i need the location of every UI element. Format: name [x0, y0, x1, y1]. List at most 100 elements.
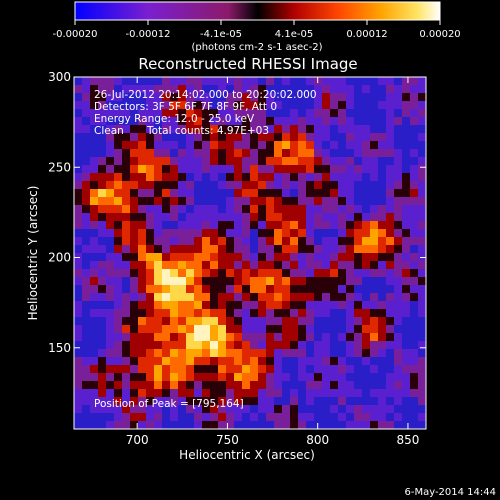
heatmap-cell	[290, 229, 299, 238]
heatmap-cell	[282, 253, 291, 262]
heatmap-cell	[410, 301, 419, 310]
heatmap-cell	[170, 237, 179, 246]
heatmap-cell	[386, 413, 395, 422]
heatmap-cell	[186, 229, 195, 238]
heatmap-cell	[106, 341, 115, 350]
heatmap-cell	[338, 381, 347, 390]
heatmap-cell	[314, 301, 323, 310]
heatmap-cell	[402, 325, 411, 334]
heatmap-cell	[250, 301, 259, 310]
heatmap-cell	[370, 181, 379, 190]
heatmap-cell	[162, 157, 171, 166]
heatmap-cell	[322, 397, 331, 406]
heatmap-cell	[386, 125, 395, 134]
heatmap-cell	[306, 309, 315, 318]
heatmap-cell	[162, 389, 171, 398]
heatmap-cell	[202, 245, 211, 254]
heatmap-cell	[194, 205, 203, 214]
heatmap-cell	[194, 341, 203, 350]
heatmap-cell	[202, 325, 211, 334]
heatmap-cell	[338, 277, 347, 286]
heatmap-cell	[362, 277, 371, 286]
heatmap-cell	[178, 253, 187, 262]
heatmap-cell	[274, 213, 283, 222]
heatmap-cell	[114, 269, 123, 278]
heatmap-cell	[378, 333, 387, 342]
heatmap-cell	[186, 413, 195, 422]
heatmap-cell	[146, 253, 155, 262]
heatmap-cell	[370, 373, 379, 382]
heatmap-cell	[378, 197, 387, 206]
heatmap-cell	[98, 149, 107, 158]
heatmap-cell	[378, 229, 387, 238]
heatmap-cell	[282, 85, 291, 94]
heatmap-cell	[194, 301, 203, 310]
heatmap-cell	[314, 125, 323, 134]
heatmap-cell	[314, 269, 323, 278]
heatmap-cell	[354, 109, 363, 118]
heatmap-cell	[338, 317, 347, 326]
heatmap-cell	[186, 173, 195, 182]
heatmap-cell	[242, 277, 251, 286]
heatmap-cell	[234, 389, 243, 398]
heatmap-cell	[210, 373, 219, 382]
heatmap-cell	[362, 173, 371, 182]
heatmap-cell	[122, 357, 131, 366]
heatmap-cell	[402, 389, 411, 398]
heatmap-cell	[338, 189, 347, 198]
heatmap-cell	[234, 189, 243, 198]
heatmap-cell	[226, 165, 235, 174]
heatmap-cell	[178, 325, 187, 334]
heatmap-cell	[250, 365, 259, 374]
heatmap-cell	[274, 277, 283, 286]
heatmap-cell	[162, 397, 171, 406]
heatmap-cell	[306, 413, 315, 422]
heatmap-cell	[74, 109, 83, 118]
heatmap-cell	[402, 269, 411, 278]
heatmap-cell	[98, 269, 107, 278]
heatmap-cell	[290, 357, 299, 366]
heatmap-cell	[114, 317, 123, 326]
heatmap-cell	[346, 349, 355, 358]
heatmap-cell	[154, 349, 163, 358]
heatmap-cell	[370, 237, 379, 246]
heatmap-cell	[370, 301, 379, 310]
heatmap-cell	[234, 269, 243, 278]
heatmap-cell	[378, 93, 387, 102]
colorbar-tick-label: -4.1e-05	[200, 29, 242, 40]
heatmap-cell	[258, 301, 267, 310]
heatmap-cell	[186, 189, 195, 198]
heatmap-cell	[194, 93, 203, 102]
heatmap-cell	[370, 165, 379, 174]
annotation-algorithm: Clean	[94, 125, 124, 137]
heatmap-cell	[146, 101, 155, 110]
heatmap-cell	[354, 253, 363, 262]
heatmap-cell	[322, 173, 331, 182]
heatmap-cell	[338, 245, 347, 254]
heatmap-cell	[370, 93, 379, 102]
heatmap-cell	[282, 397, 291, 406]
heatmap-cell	[258, 93, 267, 102]
heatmap-cell	[226, 309, 235, 318]
heatmap-cell	[410, 381, 419, 390]
heatmap-cell	[418, 333, 427, 342]
heatmap-cell	[122, 245, 131, 254]
heatmap-cell	[154, 397, 163, 406]
heatmap-cell	[146, 333, 155, 342]
heatmap-cell	[354, 373, 363, 382]
heatmap-cell	[354, 237, 363, 246]
heatmap-cell	[130, 341, 139, 350]
heatmap-cell	[130, 133, 139, 142]
heatmap-cell	[154, 173, 163, 182]
heatmap-cell	[250, 117, 259, 126]
heatmap-cell	[130, 373, 139, 382]
heatmap-cell	[250, 221, 259, 230]
heatmap-cell	[338, 253, 347, 262]
heatmap-cell	[338, 101, 347, 110]
heatmap-cell	[202, 285, 211, 294]
heatmap-cell	[362, 421, 371, 430]
heatmap-cell	[242, 253, 251, 262]
heatmap-cell	[122, 149, 131, 158]
heatmap-cell	[298, 277, 307, 286]
heatmap-cell	[194, 333, 203, 342]
